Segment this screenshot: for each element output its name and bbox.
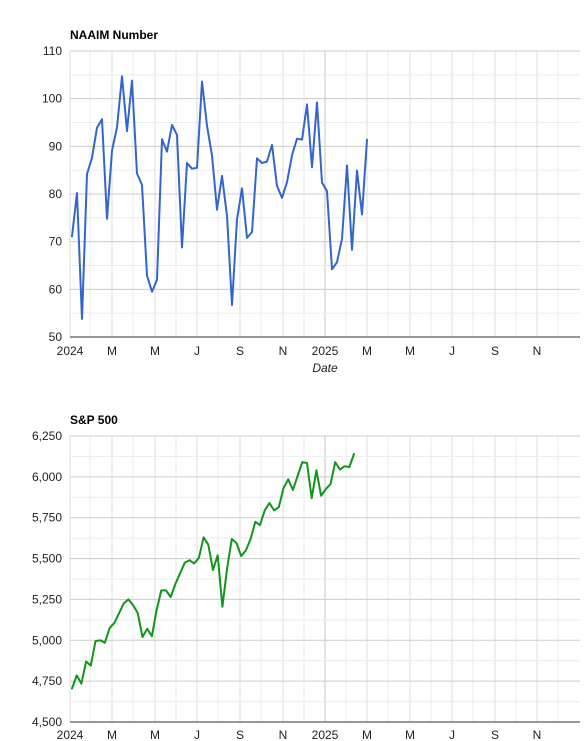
x-tick-label: S bbox=[236, 344, 244, 358]
x-tick-label: N bbox=[279, 344, 288, 358]
sp500-series bbox=[71, 453, 355, 690]
y-tick-label: 6,250 bbox=[32, 429, 62, 443]
x-tick-label: M bbox=[107, 728, 117, 741]
naaim-chart: 2024 M M J S N 2025 M M J S N 110 100 90 80 70 60 50 NAAI… bbox=[42, 28, 580, 375]
series-line bbox=[71, 75, 368, 320]
sp500-gridlines bbox=[69, 435, 580, 723]
y-tick-label: 5,250 bbox=[32, 592, 62, 606]
y-tick-label: 4,500 bbox=[32, 715, 62, 729]
x-tick-label: J bbox=[194, 344, 200, 358]
x-tick-label: M bbox=[405, 728, 415, 741]
x-tick-label: 2025 bbox=[312, 728, 339, 741]
x-tick-label: J bbox=[449, 344, 455, 358]
y-tick-label: 5,500 bbox=[32, 552, 62, 566]
y-tick-label: 50 bbox=[49, 330, 63, 344]
naaim-x-tick-labels: 2024 M M J S N 2025 M M J S N bbox=[57, 344, 542, 358]
x-tick-label: M bbox=[107, 344, 117, 358]
y-tick-label: 70 bbox=[49, 235, 63, 249]
y-tick-label: 110 bbox=[43, 44, 62, 58]
naaim-gridlines bbox=[69, 50, 580, 338]
x-tick-label: 2024 bbox=[57, 344, 84, 358]
x-tick-label: S bbox=[236, 728, 244, 741]
x-tick-label: 2025 bbox=[312, 344, 339, 358]
x-tick-label: N bbox=[533, 344, 542, 358]
x-tick-label: S bbox=[491, 728, 499, 741]
y-tick-label: 5,000 bbox=[32, 633, 62, 647]
y-tick-label: 5,750 bbox=[32, 511, 62, 525]
sp500-chart-title: S&P 500 bbox=[70, 413, 118, 427]
x-tick-label: M bbox=[150, 344, 160, 358]
y-tick-label: 90 bbox=[49, 139, 63, 153]
x-tick-label: M bbox=[362, 728, 372, 741]
naaim-chart-title: NAAIM Number bbox=[70, 28, 158, 42]
y-tick-label: 80 bbox=[49, 187, 63, 201]
y-tick-label: 4,750 bbox=[32, 674, 62, 688]
x-tick-label: N bbox=[533, 728, 542, 741]
x-tick-label: J bbox=[449, 728, 455, 741]
sp500-y-tick-labels: 6,250 6,000 5,750 5,500 5,250 5,000 4,750 4,500 bbox=[32, 429, 62, 729]
sp500-x-tick-labels: 2024 M M J S N 2025 M M J S N bbox=[57, 728, 542, 741]
naaim-x-axis-title: Date bbox=[312, 361, 338, 375]
y-tick-label: 100 bbox=[42, 92, 62, 106]
x-tick-label: M bbox=[150, 728, 160, 741]
x-tick-label: J bbox=[194, 728, 200, 741]
series-line bbox=[71, 453, 355, 690]
x-tick-label: M bbox=[362, 344, 372, 358]
x-tick-label: N bbox=[279, 728, 288, 741]
x-tick-label: 2024 bbox=[57, 728, 84, 741]
naaim-y-tick-labels: 110 100 90 80 70 60 50 bbox=[42, 44, 62, 344]
y-tick-label: 6,000 bbox=[32, 470, 62, 484]
y-tick-label: 60 bbox=[49, 282, 63, 296]
naaim-series bbox=[71, 75, 368, 320]
x-tick-label: S bbox=[491, 344, 499, 358]
sp500-chart: 2024 M M J S N 2025 M M J S N 6,250 6,000 5,750 5,500 5… bbox=[32, 413, 580, 741]
x-tick-label: M bbox=[405, 344, 415, 358]
